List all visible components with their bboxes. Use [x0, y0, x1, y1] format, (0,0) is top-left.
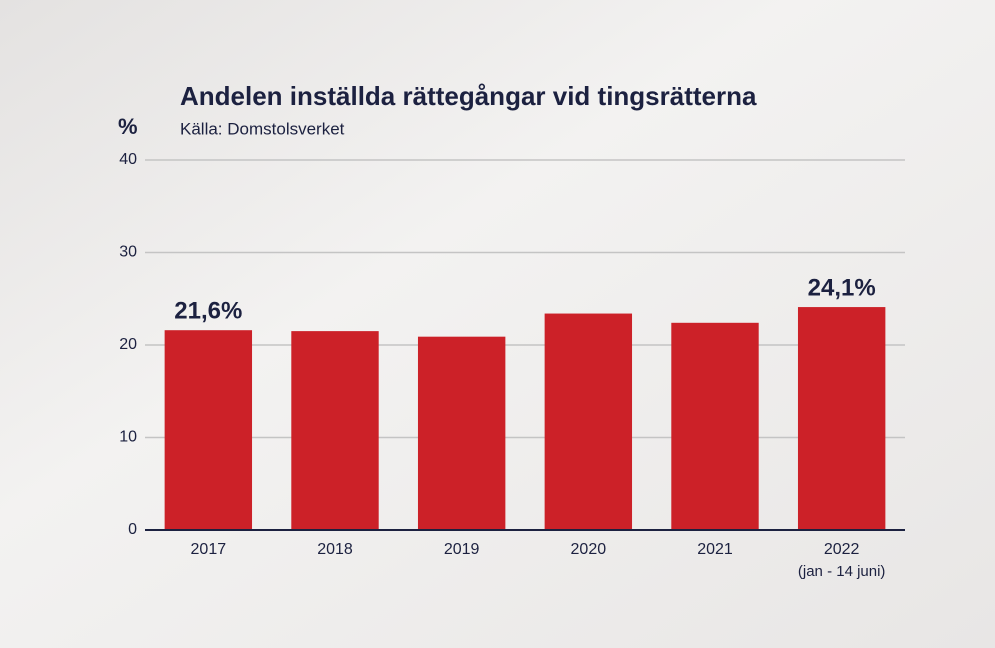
bar [671, 322, 759, 530]
y-tick-label: 20 [119, 336, 137, 353]
y-axis-unit: % [118, 114, 138, 139]
bar [291, 331, 379, 530]
value-label: 24,1% [808, 274, 876, 301]
x-tick-label: 2020 [571, 541, 607, 558]
x-tick-label: 2022 (jan - 14 juni) [798, 541, 886, 580]
x-tick-label: 2019 [444, 541, 480, 558]
chart-subtitle: Källa: Domstolsverket [180, 119, 345, 138]
bar [797, 307, 886, 530]
bar [417, 336, 506, 530]
y-tick-label: 40 [119, 151, 137, 168]
y-tick-label: 0 [128, 521, 137, 538]
chart-title: Andelen inställda rättegångar vid tingsr… [180, 81, 757, 111]
bar [164, 330, 253, 530]
value-label: 21,6% [174, 298, 242, 325]
bar [544, 313, 633, 530]
x-tick-label: 2017 [191, 541, 227, 558]
y-tick-label: 10 [119, 429, 137, 446]
y-tick-label: 30 [119, 244, 137, 261]
x-tick-label: 2018 [317, 541, 353, 558]
x-tick-label: 2021 [697, 541, 733, 558]
